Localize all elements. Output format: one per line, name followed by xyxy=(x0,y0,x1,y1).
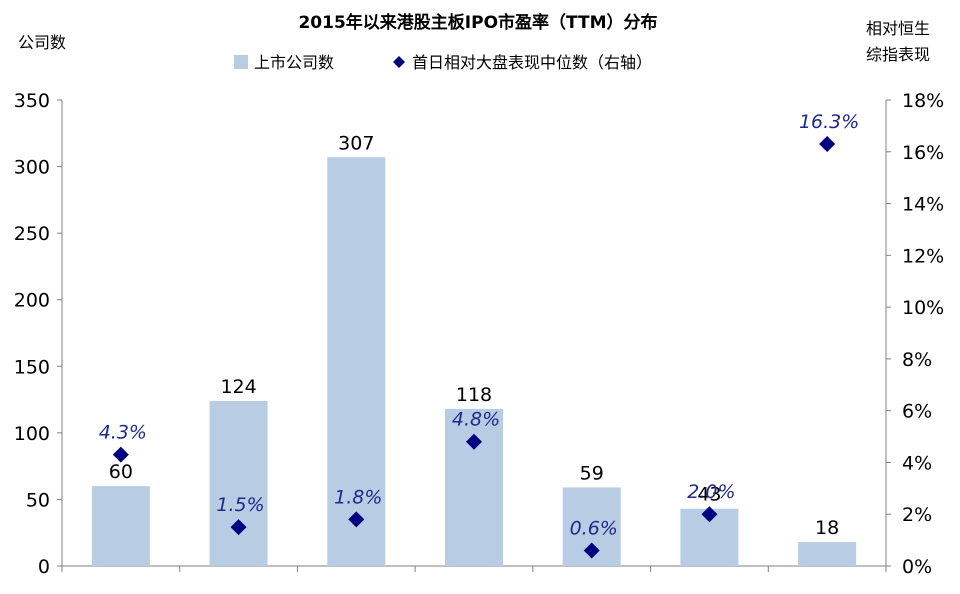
left-axis-title: 公司数 xyxy=(18,33,66,52)
right-tick-label: 16% xyxy=(902,142,944,164)
right-tick-label: 18% xyxy=(902,90,944,112)
bar-value-label: 43 xyxy=(697,484,721,506)
bar xyxy=(209,400,268,566)
x-axis xyxy=(61,565,887,572)
left-tick-label: 50 xyxy=(26,489,50,511)
left-tick-label: 100 xyxy=(14,423,50,445)
bar-value-label: 124 xyxy=(220,376,256,398)
right-axis-title-line2: 综指表现 xyxy=(866,45,930,64)
point-value-label: 1.5% xyxy=(216,494,264,516)
right-axis: 0% 2% 4% 6% 8% 10% 12% 14% 16% 18% xyxy=(885,90,944,578)
point-value-label: 4.3% xyxy=(99,422,147,444)
chart-title: 2015年以来港股主板IPO市盈率（TTM）分布 xyxy=(298,12,657,33)
legend-swatch-bar xyxy=(234,55,248,69)
right-tick-label: 10% xyxy=(902,297,944,319)
diamond-point xyxy=(701,506,718,523)
diamond-point xyxy=(230,519,247,536)
right-tick-label: 0% xyxy=(902,556,932,578)
diamond-point xyxy=(112,446,129,463)
right-tick-label: 6% xyxy=(902,401,932,423)
diamond-point xyxy=(583,542,600,559)
left-tick-label: 350 xyxy=(14,90,50,112)
right-tick-label: 4% xyxy=(902,452,932,474)
bar xyxy=(327,157,386,566)
scatter-labels: 4.3% 1.5% 1.8% 4.8% 0.6% 2.0% 16.3% xyxy=(99,111,860,539)
point-value-label: 0.6% xyxy=(570,517,618,539)
point-value-label: 16.3% xyxy=(799,111,859,133)
left-tick-label: 150 xyxy=(14,356,50,378)
right-tick-label: 12% xyxy=(902,245,944,267)
legend: 上市公司数 首日相对大盘表现中位数（右轴） xyxy=(234,53,652,72)
bar-series xyxy=(91,157,857,566)
legend-label-scatter: 首日相对大盘表现中位数（右轴） xyxy=(412,53,652,72)
bar-labels: 60 124 307 118 59 43 18 xyxy=(109,132,839,539)
bar xyxy=(91,486,150,566)
right-tick-label: 14% xyxy=(902,194,944,216)
legend-label-bar: 上市公司数 xyxy=(254,53,334,72)
diamond-point xyxy=(466,433,482,450)
bar-value-label: 18 xyxy=(815,517,839,539)
scatter-series xyxy=(112,136,836,559)
bar xyxy=(445,408,503,566)
right-tick-label: 2% xyxy=(902,504,932,526)
right-tick-label: 8% xyxy=(902,349,932,371)
legend-swatch-diamond xyxy=(393,56,405,68)
right-axis-title-line1: 相对恒生 xyxy=(866,19,930,38)
bar xyxy=(798,542,857,566)
bar-value-label: 307 xyxy=(338,132,374,154)
left-tick-label: 200 xyxy=(14,290,50,312)
left-axis: 0 50 100 150 200 250 300 350 xyxy=(14,90,63,578)
bar-value-label: 59 xyxy=(580,462,604,484)
diamond-point xyxy=(348,511,365,528)
left-tick-label: 0 xyxy=(38,556,50,578)
bar-value-label: 118 xyxy=(456,384,492,406)
diamond-point xyxy=(819,136,836,153)
left-tick-label: 250 xyxy=(14,223,50,245)
point-value-label: 2.0% xyxy=(687,481,735,503)
bar-value-label: 60 xyxy=(109,461,133,483)
point-value-label: 1.8% xyxy=(334,486,382,508)
point-value-label: 4.8% xyxy=(452,409,500,431)
left-tick-label: 300 xyxy=(14,157,50,179)
